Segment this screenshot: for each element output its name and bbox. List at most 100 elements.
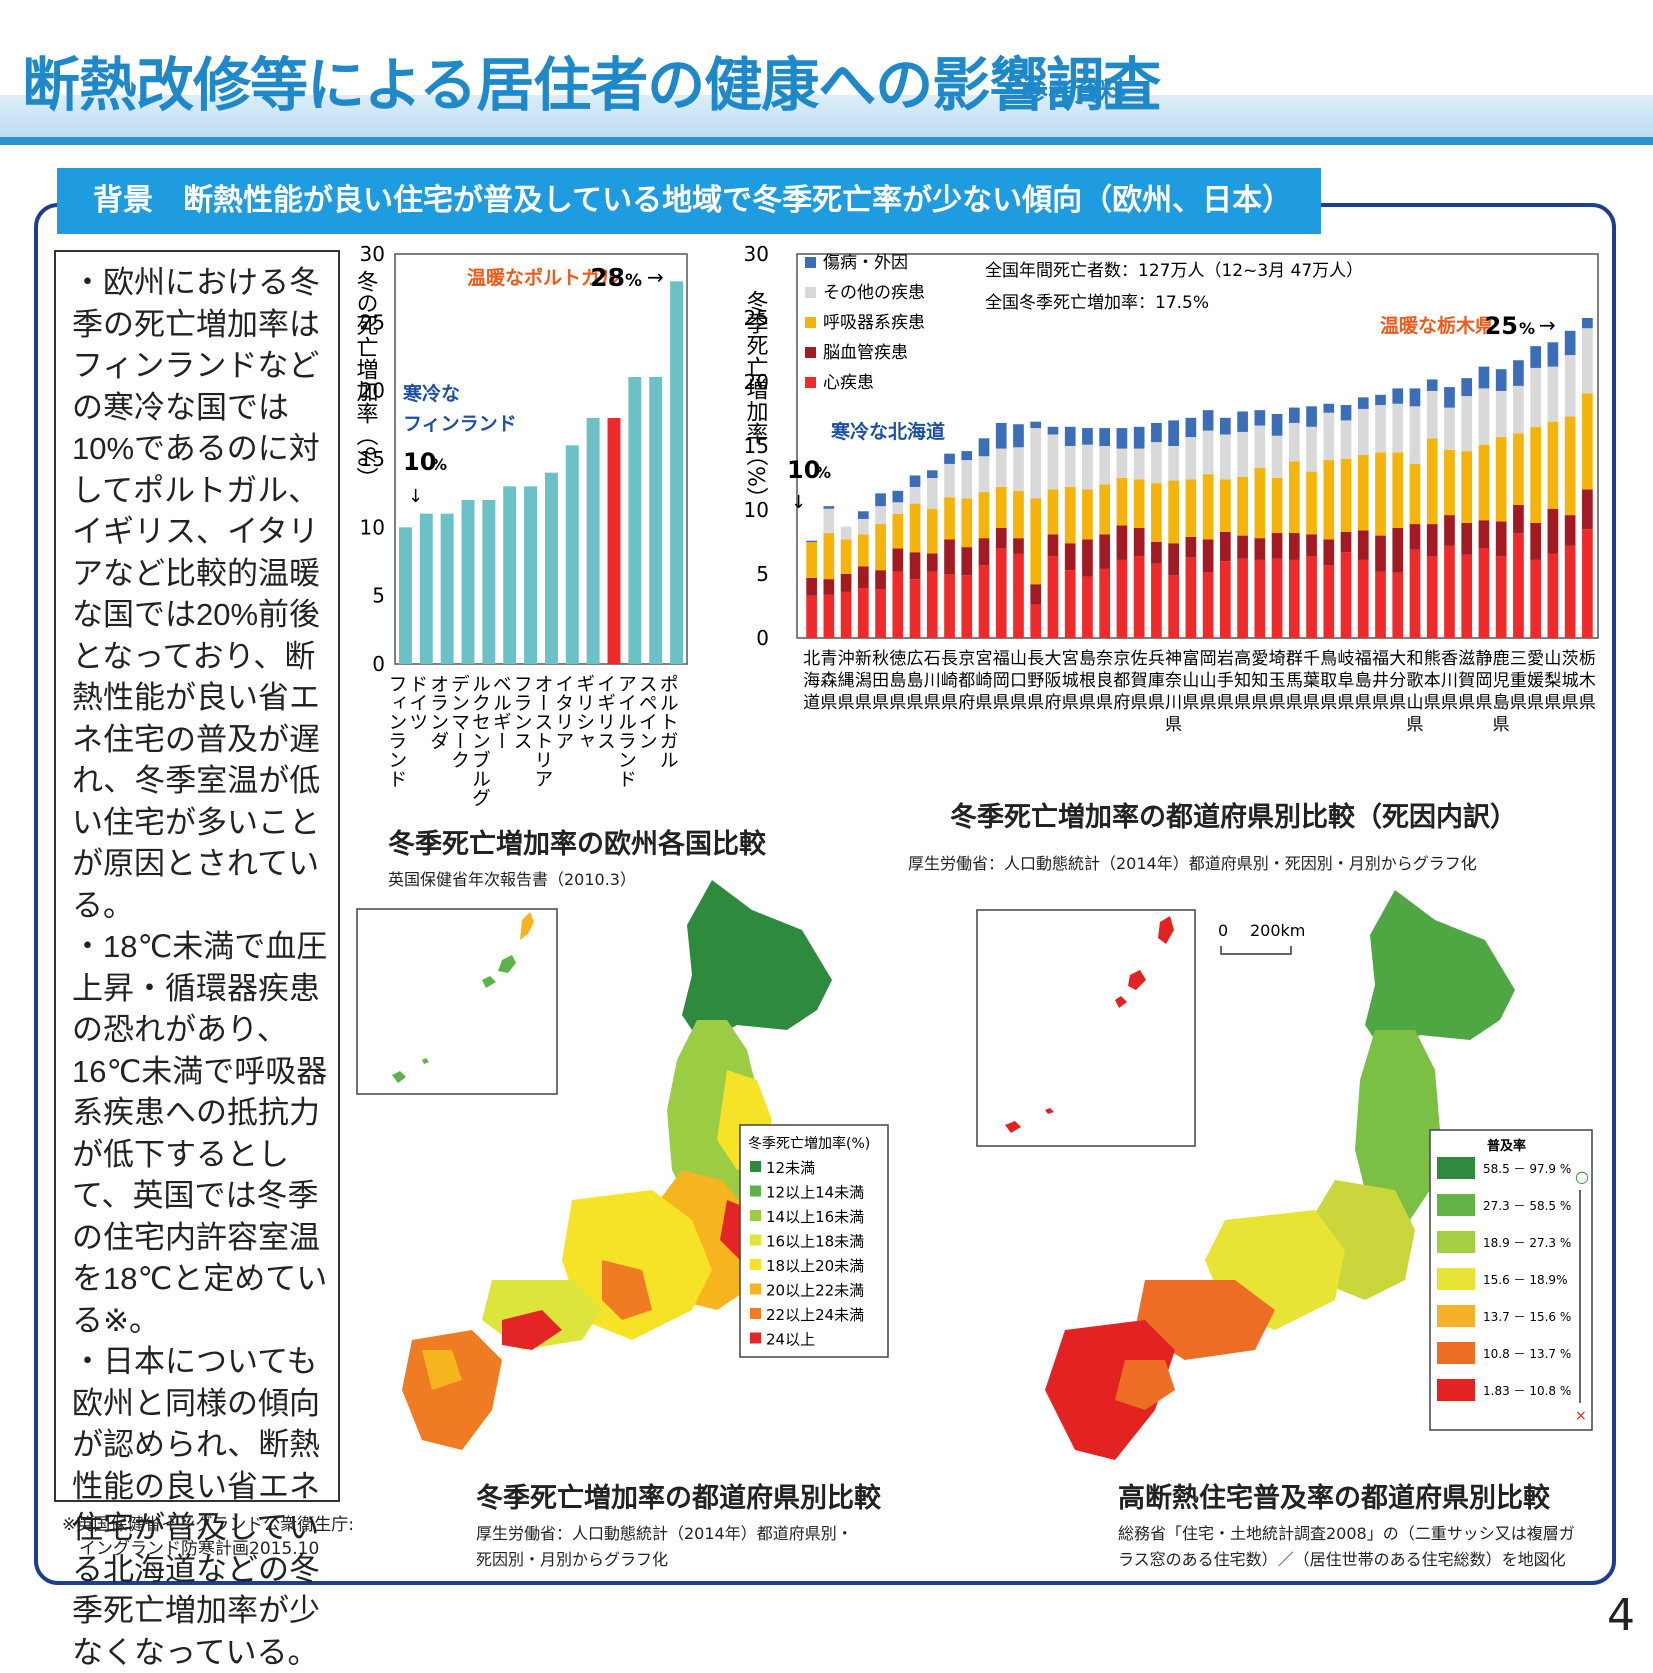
japan-bar-segment xyxy=(1392,572,1404,638)
europe-bar xyxy=(565,445,579,664)
japan-bar-segment xyxy=(892,490,904,503)
japan-x-tick-label: 県 xyxy=(889,693,906,713)
japan-x-tick-label: 北 xyxy=(803,649,820,669)
japan-bar-segment xyxy=(1323,565,1335,638)
japan-bar-segment xyxy=(1099,446,1111,485)
japan-bar-segment xyxy=(1271,558,1283,638)
japan-bar-segment xyxy=(840,574,852,592)
japan-y-tick-label: 10 xyxy=(745,498,769,522)
japan-x-tick-label: 県 xyxy=(1338,693,1355,713)
japan-x-tick-label: 三 xyxy=(1510,649,1527,669)
japan-bar-segment xyxy=(1237,476,1248,536)
japan-bar-segment xyxy=(1530,367,1542,427)
japan-bar-segment xyxy=(1202,572,1214,638)
map1-legend-label: 20以上22未満 xyxy=(766,1282,864,1300)
map2-inset-box xyxy=(976,909,1196,1147)
japan-bar-segment xyxy=(1409,463,1421,525)
map1-source-line2: 死因別・月別からグラフ化 xyxy=(476,1550,669,1569)
japan-bar-segment xyxy=(806,540,817,542)
japan-x-tick-label: 宮 xyxy=(976,649,993,669)
map1-legend-swatch xyxy=(750,1234,761,1246)
japan-x-tick-label: 分 xyxy=(1389,671,1406,691)
japan-bar-segment xyxy=(1202,430,1214,475)
japan-bar-segment xyxy=(1340,420,1352,459)
map2-legend-label: 10.8 － 13.7 % xyxy=(1483,1347,1571,1361)
japan-bar-segment xyxy=(1513,360,1524,386)
japan-bar-segment xyxy=(1254,467,1266,539)
japan-x-tick-label: 府 xyxy=(1113,693,1130,713)
japan-bar-segment xyxy=(1030,421,1042,429)
japan-bar-segment xyxy=(1323,539,1335,566)
japan-y-tick-label: 20 xyxy=(745,370,769,394)
japan-bar-segment xyxy=(1444,449,1455,516)
japan-x-tick-label: 県 xyxy=(1441,693,1458,713)
japan-bar-segment xyxy=(823,594,835,638)
japan-bar-segment xyxy=(944,453,955,464)
map1-legend-swatch xyxy=(750,1259,761,1270)
japan-bar-segment xyxy=(1530,559,1542,638)
japan-x-tick-label: 県 xyxy=(1234,693,1251,713)
japan-x-tick-label: 知 xyxy=(1234,671,1251,691)
japan-x-tick-label: 大 xyxy=(1044,649,1061,669)
japan-bar-segment xyxy=(1133,556,1145,638)
japan-bar-segment xyxy=(1306,406,1317,427)
map1-legend-label: 24以上 xyxy=(766,1331,815,1349)
japan-cold-arrow: ↓ xyxy=(791,492,806,513)
japan-bar-segment xyxy=(806,577,817,596)
japan-x-tick-label: 宮 xyxy=(1062,649,1079,669)
japan-bar-segment xyxy=(1306,556,1317,638)
japan-bar-segment xyxy=(1357,454,1369,531)
japan-legend-swatch xyxy=(805,257,816,268)
japan-y-axis-label: 冬季死亡増加率（%） xyxy=(745,290,769,509)
japan-bar-segment xyxy=(1099,428,1111,446)
map2-source-line1: 総務省「住宅・土地統計調査2008」の（二重サッシ又は複層ガ xyxy=(1118,1524,1575,1543)
japan-bar-segment xyxy=(961,575,973,638)
japan-bar-segment xyxy=(1254,425,1266,468)
japan-bar-segment xyxy=(961,498,973,548)
japan-bar-segment xyxy=(909,475,921,487)
japan-x-tick-label: 京 xyxy=(1113,649,1130,669)
europe-y-axis-label: 冬の死亡増加率（%） xyxy=(353,270,379,489)
japan-x-tick-label: 山 xyxy=(1010,649,1027,669)
japan-bar-segment xyxy=(1082,539,1093,577)
footnote: ※英国保健省イングランド公衆衛生庁: イングランド防寒計画2015.10 xyxy=(62,1515,354,1559)
japan-x-tick-label: 梨 xyxy=(1544,671,1561,691)
japan-x-tick-label: 本 xyxy=(1424,671,1441,691)
japan-x-tick-label: 取 xyxy=(1320,671,1337,691)
japan-x-tick-label: 崎 xyxy=(976,671,993,691)
japan-x-tick-label: 高 xyxy=(1234,649,1251,669)
japan-bar-segment xyxy=(1392,388,1404,404)
japan-bar-segment xyxy=(1185,557,1197,638)
map2-legend-title: 普及率 xyxy=(1487,1138,1526,1154)
japan-bar-segment xyxy=(961,451,973,461)
japan-x-tick-label: 千 xyxy=(1303,649,1320,669)
japan-x-tick-label: 県 xyxy=(976,693,993,713)
japan-x-tick-label: 県 xyxy=(1079,693,1096,713)
japan-bar-segment xyxy=(1220,417,1231,435)
japan-bar-segment xyxy=(1306,426,1317,472)
map1-source-line1: 厚生労働省：人口動態統計（2014年）都道府県別・ xyxy=(476,1524,853,1543)
japan-bar-segment xyxy=(1202,539,1214,573)
japan-x-tick-label: 阜 xyxy=(1338,671,1355,691)
japan-x-tick-label: 愛 xyxy=(1251,649,1268,669)
map2-inset-islands xyxy=(1005,916,1174,1133)
japan-x-tick-label: 沖 xyxy=(838,649,855,669)
japan-x-tick-label: 手 xyxy=(1217,671,1234,691)
japan-legend-swatch xyxy=(805,377,816,388)
japan-warm-percent: % xyxy=(1519,319,1535,338)
japan-x-tick-label: 島 xyxy=(889,671,906,691)
japan-bar-segment xyxy=(823,506,835,509)
japan-x-tick-label: 県 xyxy=(855,693,872,713)
japan-bar-segment xyxy=(875,524,886,571)
europe-bar xyxy=(607,418,621,664)
japan-bar-segment xyxy=(1530,346,1542,368)
japan-bar-segment xyxy=(1185,437,1197,480)
japan-bar-segment xyxy=(1323,403,1335,413)
japan-legend-swatch xyxy=(805,317,816,328)
japan-x-tick-label: 県 xyxy=(820,693,837,713)
japan-x-tick-label: 児 xyxy=(1493,671,1510,691)
europe-warm-percent: % xyxy=(625,271,642,291)
japan-bar-segment xyxy=(1513,533,1524,638)
japan-x-tick-label: 県 xyxy=(838,693,855,713)
japan-x-tick-label: 県 xyxy=(1527,693,1544,713)
